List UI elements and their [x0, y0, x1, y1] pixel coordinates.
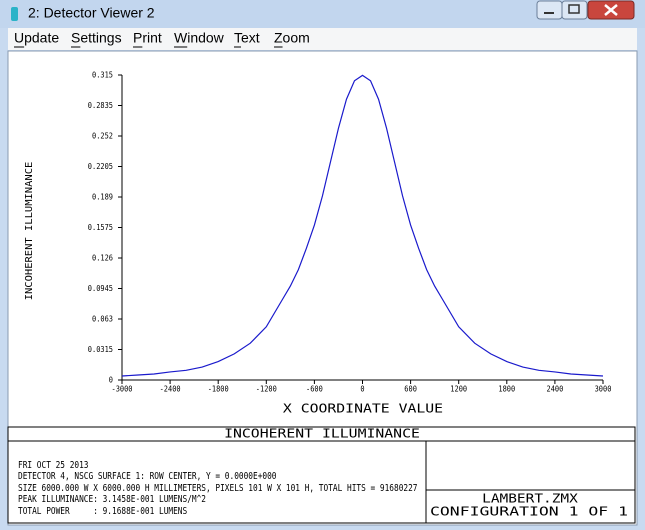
x-tick-label: 1800 — [498, 385, 515, 394]
y-tick-label: 0.189 — [92, 193, 113, 202]
plot: 0 0.0315 0.063 0.0945 0.126 0.1575 0.189 0.2205… — [24, 71, 612, 416]
minimize-button[interactable] — [536, 0, 563, 20]
menu-item[interactable]: Window — [174, 30, 225, 46]
y-tick-label: 0 — [109, 376, 113, 385]
menu-group: Update Settings Print Window Text Zoom — [14, 30, 310, 48]
footer-line: PEAK ILLUMINANCE: 3.1458E-001 LUMENS/M^2 — [18, 494, 206, 505]
menu-item[interactable]: Update — [14, 30, 59, 46]
footer-configuration: CONFIGURATION 1 OF 1 — [430, 505, 628, 519]
maximize-icon — [568, 4, 580, 14]
x-tick-label: -2400 — [160, 385, 181, 394]
y-tick-label: 0.2835 — [88, 101, 113, 110]
footer-file: LAMBERT.ZMX — [482, 492, 579, 506]
footer-box — [7, 426, 636, 524]
y-tick-label: 0.063 — [92, 315, 113, 324]
x-tick-label: 1200 — [450, 385, 467, 394]
x-tick-label: -1200 — [256, 385, 277, 394]
footer: INCOHERENT ILLUMINANCE FRI OCT 25 2013DET… — [18, 427, 628, 519]
footer-title: INCOHERENT ILLUMINANCE — [224, 427, 420, 441]
footer-line: DETECTOR 4, NSCG SURFACE 1: ROW CENTER, … — [18, 471, 277, 482]
menu-item[interactable]: Settings — [71, 30, 122, 46]
y-tick-label: 0.1575 — [88, 223, 113, 232]
maximize-button[interactable] — [561, 0, 588, 20]
footer-line: FRI OCT 25 2013 — [18, 460, 89, 471]
y-tick-label: 0.315 — [92, 71, 113, 80]
menu-item[interactable]: Print — [133, 30, 162, 46]
menu-bar — [8, 28, 637, 50]
menu-item[interactable]: Text — [234, 30, 260, 46]
y-tick-label: 0.0315 — [88, 345, 113, 354]
x-tick-label: 0 — [360, 385, 364, 394]
window-icon — [11, 7, 18, 21]
x-tick-label: 3000 — [595, 385, 612, 394]
close-icon — [604, 4, 618, 16]
footer-line: TOTAL POWER : 9.1688E-001 LUMENS — [18, 506, 187, 517]
x-tick-label: -1800 — [208, 385, 229, 394]
y-tick-label: 0.2205 — [88, 162, 113, 171]
x-tick-label: 2400 — [547, 385, 564, 394]
y-tick-label: 0.126 — [92, 254, 113, 263]
data-line — [121, 74, 604, 377]
y-tick-label: 0.252 — [92, 132, 113, 141]
x-axis-label: X COORDINATE VALUE — [283, 402, 443, 416]
x-tick-label: 600 — [404, 385, 417, 394]
footer-line: SIZE 6000.000 W X 6000.000 H MILLIMETERS… — [18, 483, 418, 494]
window-title: 2: Detector Viewer 2 — [28, 5, 155, 21]
menu-item[interactable]: Zoom — [274, 30, 310, 46]
y-tick-label: 0.0945 — [88, 284, 113, 293]
x-tick-label: -600 — [306, 385, 323, 394]
y-axis-label: INCOHERENT ILLUMINANCE — [24, 162, 35, 301]
x-tick-label: -3000 — [112, 385, 133, 394]
client-area — [7, 50, 638, 526]
